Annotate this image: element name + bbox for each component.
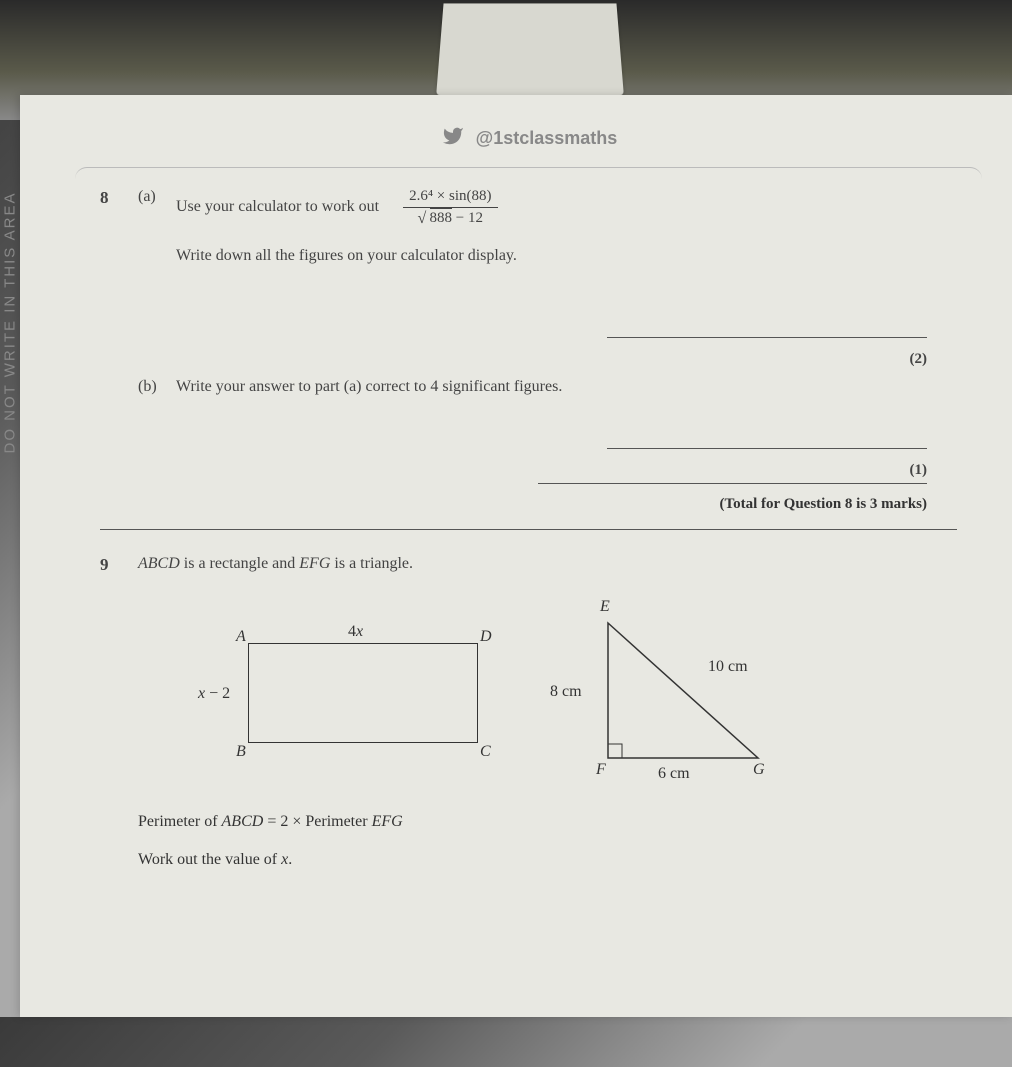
- question-divider: [100, 529, 957, 530]
- worksheet-paper: DO NOT WRITE IN THIS AREA @1stclassmaths…: [20, 95, 1012, 1017]
- q8b-marks: (1): [138, 462, 927, 479]
- triangle-shape: [598, 613, 778, 773]
- side-FG-label: 6 cm: [658, 765, 690, 783]
- vertex-F: F: [596, 761, 606, 779]
- side-AB-label: x − 2: [198, 685, 230, 703]
- twitter-icon: [440, 125, 466, 152]
- vertex-A: A: [236, 628, 246, 646]
- den-tail: − 12: [452, 210, 483, 226]
- side-EG-label: 10 cm: [708, 658, 748, 676]
- vertex-E: E: [600, 598, 610, 616]
- frac-denominator: 888 − 12: [403, 208, 497, 227]
- q9-number: 9: [100, 555, 120, 869]
- sqrt-symbol: 888: [418, 210, 453, 226]
- sqrt-value: 888: [430, 208, 453, 226]
- q9-intro: ABCD is a rectangle and EFG is a triangl…: [138, 555, 957, 573]
- rectangle-figure: A D B C 4x x − 2: [198, 623, 498, 763]
- side-EF-label: 8 cm: [550, 683, 582, 701]
- margin-warning: DO NOT WRITE IN THIS AREA: [2, 192, 19, 454]
- q8b-text: Write your answer to part (a) correct to…: [176, 378, 562, 396]
- vertex-G: G: [753, 761, 765, 779]
- total-divider: [538, 483, 927, 484]
- vertex-D: D: [480, 628, 492, 646]
- q8a-text: Use your calculator to work out 2.6⁴ × s…: [176, 188, 498, 227]
- rectangle-shape: [248, 643, 478, 743]
- q8-number: 8: [100, 188, 120, 517]
- question-9: 9 ABCD is a rectangle and EFG is a trian…: [100, 555, 957, 869]
- q9-body: ABCD is a rectangle and EFG is a triangl…: [138, 555, 957, 869]
- vertex-B: B: [236, 743, 246, 761]
- q8-part-b: (b) Write your answer to part (a) correc…: [138, 378, 957, 396]
- q8a-label: (a): [138, 188, 166, 206]
- figures: A D B C 4x x − 2 E F G: [198, 603, 957, 783]
- content-area: 8 (a) Use your calculator to work out 2.…: [75, 167, 982, 1067]
- twitter-handle: @1stclassmaths: [476, 128, 618, 148]
- q9-equation: Perimeter of ABCD = 2 × Perimeter EFG: [138, 813, 957, 831]
- vertex-C: C: [480, 743, 491, 761]
- q8b-label: (b): [138, 378, 166, 396]
- q8a-prompt: Use your calculator to work out: [176, 198, 379, 215]
- q8a-fraction: 2.6⁴ × sin(88) 888 − 12: [403, 188, 497, 227]
- q8a-answer-line: [138, 325, 927, 343]
- frac-numerator: 2.6⁴ × sin(88): [403, 188, 497, 208]
- q8-total: (Total for Question 8 is 3 marks): [138, 496, 927, 517]
- q8-body: (a) Use your calculator to work out 2.6⁴…: [138, 188, 957, 517]
- triangle-figure: E F G 8 cm 10 cm 6 cm: [578, 603, 818, 783]
- q9-workout: Work out the value of x.: [138, 851, 957, 869]
- q8a-instruction: Write down all the figures on your calcu…: [176, 247, 957, 265]
- side-AD-label: 4x: [348, 623, 363, 641]
- q8b-answer-line: [138, 436, 927, 454]
- question-8: 8 (a) Use your calculator to work out 2.…: [100, 188, 957, 517]
- page-header: @1stclassmaths: [75, 125, 982, 152]
- paper-behind: [436, 3, 624, 95]
- q8a-marks: (2): [138, 351, 927, 368]
- q8-part-a: (a) Use your calculator to work out 2.6⁴…: [138, 188, 957, 227]
